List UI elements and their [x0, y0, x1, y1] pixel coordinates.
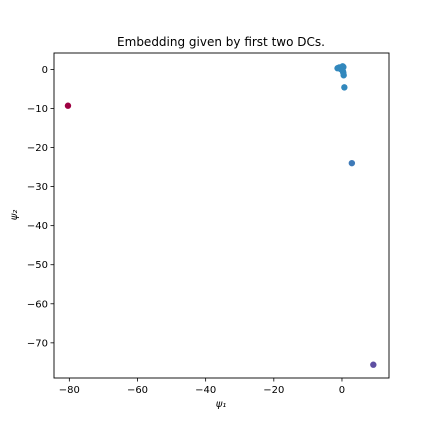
- x-tick-label-1: −60: [127, 385, 148, 396]
- data-point-10: [340, 72, 347, 79]
- y-axis-ticks: 0 −10 −20 −30 −40 −50 −60 −70: [27, 65, 54, 349]
- y-tick-label-7: −70: [27, 338, 48, 349]
- y-tick-label-1: −10: [27, 104, 48, 115]
- data-point-12: [348, 159, 356, 167]
- data-point-0: [64, 102, 72, 109]
- y-tick-label-0: 0: [42, 65, 48, 76]
- y-axis-label: ψ₂: [9, 210, 20, 221]
- y-tick-label-6: −60: [27, 299, 48, 310]
- x-tick-label-2: −40: [195, 385, 216, 396]
- x-axis-ticks: −80 −60 −40 −20 0: [59, 378, 345, 396]
- y-tick-label-5: −50: [27, 260, 48, 271]
- y-tick-label-4: −40: [27, 221, 48, 232]
- chart-title: Embedding given by first two DCs.: [117, 35, 325, 49]
- x-tick-label-0: −80: [59, 385, 80, 396]
- y-tick-label-2: −20: [27, 143, 48, 154]
- x-tick-label-4: 0: [339, 385, 345, 396]
- data-point-13: [370, 361, 377, 368]
- points-layer: [64, 63, 377, 368]
- x-axis-label: ψ₁: [216, 399, 227, 410]
- y-tick-label-3: −30: [27, 182, 48, 193]
- x-tick-label-3: −20: [263, 385, 284, 396]
- data-point-11: [341, 84, 348, 91]
- plot-area-frame: [53, 52, 390, 379]
